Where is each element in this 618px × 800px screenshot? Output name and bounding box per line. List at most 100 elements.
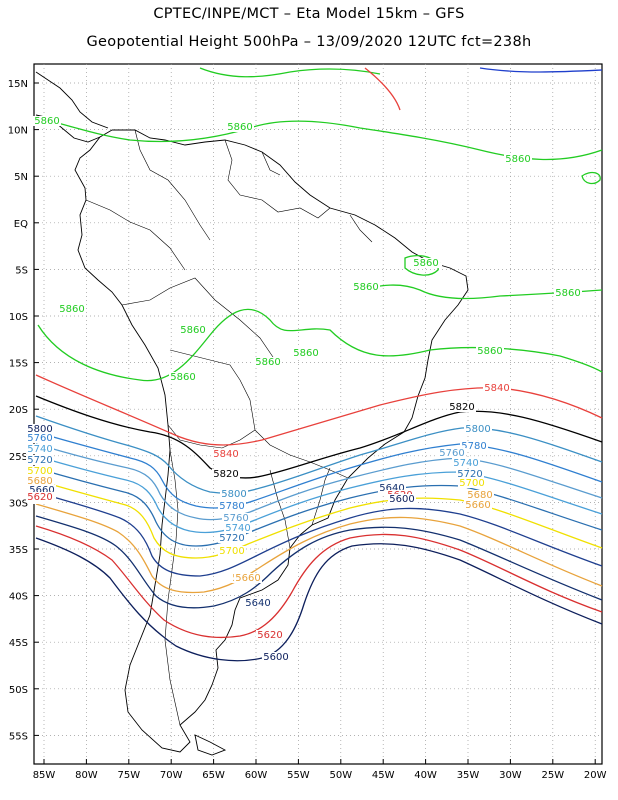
contour-5860-blob [581, 171, 601, 185]
contour-label: 5740 [27, 444, 52, 455]
contour-label: 5820 [213, 469, 238, 480]
contour-label-bg [26, 455, 54, 465]
contour-label-bg [460, 441, 488, 451]
lat-label: 10S [9, 312, 28, 323]
contour-label-bg [58, 304, 86, 314]
contour-label: 5640 [379, 483, 404, 494]
map-subtitle: Geopotential Height 500hPa – 13/09/2020 … [86, 34, 532, 50]
lat-label: 40S [9, 592, 28, 603]
lat-label: 35S [9, 545, 28, 556]
contour-label-bg [28, 485, 56, 495]
contour-label: 5760 [439, 448, 464, 459]
coastlines [35, 71, 469, 756]
contour-label: 5700 [219, 546, 244, 557]
contour-label: 5800 [221, 489, 246, 500]
contour-label: 5860 [59, 304, 84, 315]
contour-label: 5860 [34, 116, 59, 127]
contour-5840-north [364, 67, 401, 111]
lat-lon-grid [34, 64, 602, 764]
contour-label-bg [218, 533, 246, 543]
contour-label: 5720 [27, 455, 52, 466]
contour-labels: 5860 5860 5860 5860 5860 5860 5860 5860 5860 5860… [26, 116, 582, 663]
lon-label: 65W [202, 770, 225, 781]
contour-label: 5720 [219, 533, 244, 544]
contour-5620 [35, 525, 603, 639]
lon-label: 40W [414, 770, 437, 781]
contour-label-bg [378, 483, 406, 493]
contour-5700 [35, 479, 603, 559]
contour-label-bg [458, 478, 486, 488]
contour-label: 5800 [465, 424, 490, 435]
contour-label-bg [33, 116, 61, 126]
contour-label: 5620 [257, 630, 282, 641]
lon-label: 50W [329, 770, 352, 781]
contour-label-bg [262, 652, 290, 662]
contour-label-bg [220, 489, 248, 499]
contour-label-bg [26, 433, 54, 443]
lon-label: 70W [160, 770, 183, 781]
contour-label-bg [476, 346, 504, 356]
contour-label-bg [222, 513, 250, 523]
contour-label: 5740 [453, 458, 478, 469]
contour-label: 5860 [293, 348, 318, 359]
lat-label: 50S [9, 685, 28, 696]
central-america-coastline [35, 71, 109, 129]
contour-label-bg [218, 501, 246, 511]
contour-label: 5660 [29, 485, 54, 496]
contour-label-bg [412, 258, 440, 268]
contour-5860-north-top [199, 67, 381, 78]
contour-label-bg [256, 630, 284, 640]
lat-label: EQ [14, 219, 28, 230]
contour-label-bg [179, 325, 207, 335]
map-frame [33, 63, 603, 765]
tierra-del-fuego [194, 734, 227, 756]
contour-label: 5860 [353, 282, 378, 293]
contour-label-bg [456, 469, 484, 479]
contour-label: 5760 [223, 513, 248, 524]
lon-label: 80W [75, 770, 98, 781]
contour-label: 5860 [170, 372, 195, 383]
lat-label: 5S [15, 265, 28, 276]
contour-label: 5860 [180, 325, 205, 336]
contour-5800 [35, 415, 603, 494]
lat-label: 30S [9, 498, 28, 509]
contour-label: 5600 [389, 494, 414, 505]
contour-label-bg [483, 383, 511, 393]
contour-label-bg [244, 598, 272, 608]
contour-5860-north [35, 117, 603, 161]
map-title: CPTEC/INPE/MCT – Eta Model 15km – GFS [153, 6, 465, 22]
lat-label: 20S [9, 405, 28, 416]
contour-label-bg [26, 424, 54, 434]
contour-label-bg [226, 122, 254, 132]
lon-label: 75W [117, 770, 140, 781]
contour-label-bg [212, 449, 240, 459]
contour-label: 5700 [27, 466, 52, 477]
lat-label: 25S [9, 452, 28, 463]
contour-label: 5760 [27, 433, 52, 444]
contour-label-bg [26, 466, 54, 476]
contour-label-bg [438, 448, 466, 458]
contour-label: 5680 [467, 490, 492, 501]
contour-label-bg [466, 490, 494, 500]
lon-label: 35W [457, 770, 480, 781]
lon-label: 60W [245, 770, 268, 781]
contour-label-bg [26, 476, 54, 486]
lat-label: 15S [9, 359, 28, 370]
contour-label-bg [26, 444, 54, 454]
contour-label-bg [554, 288, 582, 298]
contour-label-bg [224, 523, 252, 533]
contour-label-bg [352, 282, 380, 292]
contour-label: 5620 [27, 492, 52, 503]
latitude-labels: 15N 10N 5N EQ 5S 10S 15S 20S 25S 30S 35S 40S 45S 50S 5… [8, 79, 28, 742]
contour-label: 5680 [27, 476, 52, 487]
contour-label: 5700 [459, 478, 484, 489]
contour-label: 5860 [505, 154, 530, 165]
contour-label-bg [234, 573, 262, 583]
longitude-labels: 85W 80W 75W 70W 65W 60W 55W 50W 45W 40W 35W 30W 25W 2… [33, 770, 607, 781]
contour-label-bg [388, 494, 416, 504]
contour-label: 5660 [465, 500, 490, 511]
contour-label: 5860 [255, 357, 280, 368]
contour-label-bg [212, 469, 240, 479]
contour-5860-inner [404, 255, 439, 276]
political-borders [85, 129, 373, 726]
